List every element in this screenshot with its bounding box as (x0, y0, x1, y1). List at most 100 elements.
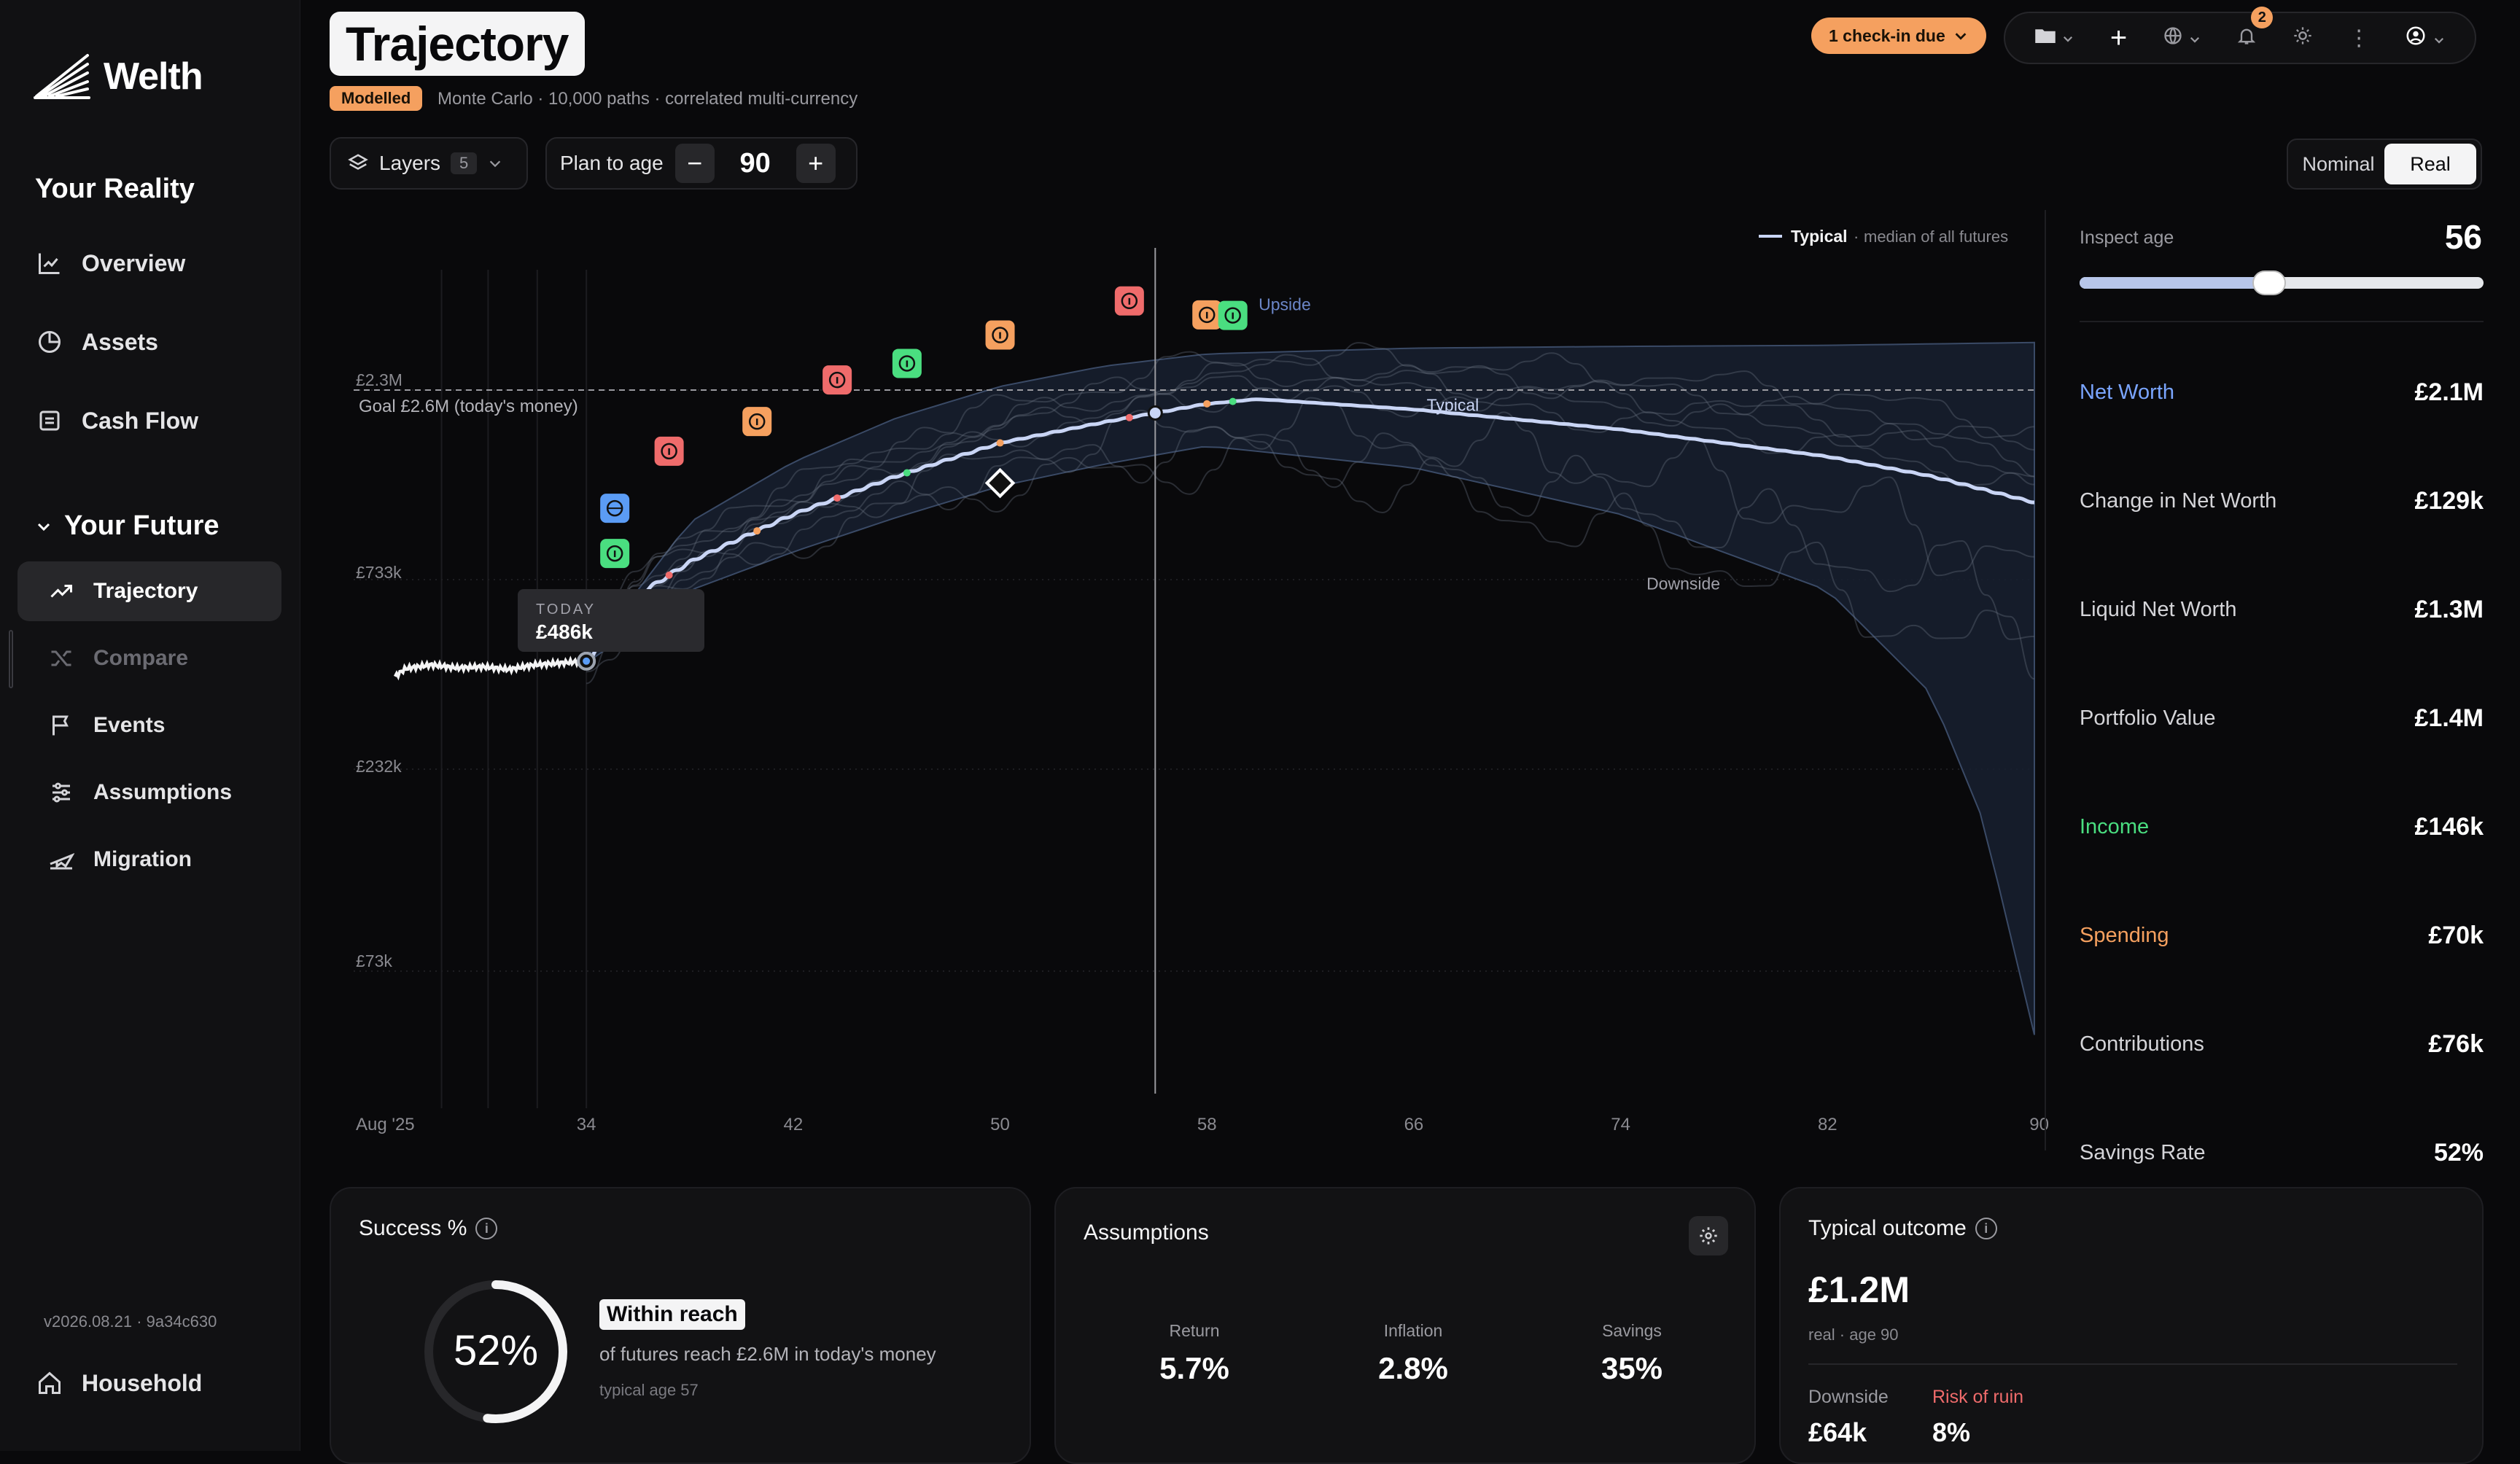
event-dot (903, 469, 911, 477)
event-globe-marker[interactable] (600, 494, 630, 523)
slider-thumb[interactable] (2252, 270, 2287, 295)
event-dot (996, 439, 1004, 447)
downside-label: Downside (1646, 575, 1720, 593)
outcome-title-row: Typical outcome i (1808, 1216, 1997, 1241)
event-marker[interactable] (1218, 300, 1248, 330)
plan-to-age-stepper[interactable]: Plan to age − 90 + (545, 137, 858, 190)
metric-value: £146k (2414, 812, 2484, 841)
increment-button[interactable]: + (796, 144, 836, 183)
y-tick-label: £2.3M (356, 370, 402, 389)
sidebar-item-assumptions[interactable]: Assumptions (18, 763, 281, 822)
more-options-icon[interactable]: ⋮ (2348, 26, 2371, 50)
sidebar-item-household[interactable]: Household (18, 1353, 281, 1413)
stat-return: Return 5.7% (1129, 1321, 1260, 1386)
collapse-handle[interactable] (9, 630, 13, 688)
outcome-title: Typical outcome (1808, 1216, 1967, 1240)
sidebar-item-label: Cash Flow (82, 407, 199, 434)
event-marker[interactable] (1114, 286, 1144, 316)
layers-icon (348, 154, 368, 170)
metric-label: Savings Rate (2080, 1140, 2206, 1164)
sliders-icon (52, 782, 70, 803)
event-marker[interactable] (822, 365, 852, 395)
outcome-value: £1.2M (1808, 1269, 1910, 1310)
notifications-button[interactable]: 2 (2236, 6, 2274, 51)
trajectory-chart[interactable]: Goal £2.6M (today's money) Upside Typical… (321, 204, 2049, 1152)
typical-line (586, 397, 2035, 663)
layers-count: 5 (451, 152, 478, 174)
divider (1808, 1363, 2457, 1365)
inspect-age-slider[interactable] (2080, 270, 2484, 295)
x-tick-label: 50 (990, 1115, 1010, 1134)
sidebar-item-events[interactable]: Events (18, 696, 281, 755)
user-circle-icon (2406, 26, 2425, 44)
sidebar-item-overview[interactable]: Overview (18, 233, 281, 293)
modelled-badge: Modelled (330, 86, 423, 111)
goal-line: Goal £2.6M (today's money) (354, 389, 2034, 416)
inspect-age-value: 56 (2444, 218, 2482, 256)
sidebar-item-cash-flow[interactable]: Cash Flow (18, 391, 281, 451)
event-marker[interactable] (600, 539, 630, 569)
assumptions-card: Assumptions Return 5.7% Inflation 2.8% S… (1054, 1187, 1756, 1464)
divider (2080, 321, 2484, 322)
decrement-button[interactable]: − (674, 144, 715, 183)
sidebar-item-compare[interactable]: Compare (18, 628, 281, 688)
layers-dropdown[interactable]: Layers 5 (330, 137, 528, 190)
sidebar-item-label: Overview (82, 249, 186, 276)
checkin-button[interactable]: 1 check-in due (1811, 17, 1986, 54)
sidebar-item-migration[interactable]: Migration (18, 830, 281, 889)
toggle-real[interactable]: Real (2384, 144, 2476, 184)
toggle-nominal[interactable]: Nominal (2302, 153, 2375, 175)
sample-path (586, 342, 2035, 642)
event-marker[interactable] (985, 320, 1015, 350)
currency-menu[interactable] (2163, 26, 2201, 51)
flag-icon (52, 715, 69, 736)
typical-label: Typical (1427, 395, 1479, 414)
add-icon[interactable]: + (2109, 21, 2128, 54)
metric-label: Liquid Net Worth (2080, 597, 2237, 621)
sidebar-item-label: Trajectory (93, 579, 198, 603)
sidebar-item-trajectory[interactable]: Trajectory (18, 561, 281, 621)
success-card: Success % i 52% Within reach of futures … (330, 1187, 1031, 1464)
metric-row: Income £146k (2080, 805, 2484, 849)
today-label: TODAY (536, 601, 596, 618)
sun-icon[interactable] (2292, 26, 2313, 51)
section-your-future[interactable]: Your Future (35, 510, 219, 542)
account-menu[interactable] (2405, 25, 2445, 52)
success-title: Success % (359, 1216, 467, 1240)
event-marker[interactable] (892, 349, 922, 378)
event-marker[interactable] (1192, 300, 1222, 330)
version-label: v2026.08.21 · 9a34c630 (44, 1312, 217, 1331)
checkin-label: 1 check-in due (1829, 26, 1945, 45)
chevron-down-icon (2190, 36, 2199, 43)
event-dot (1125, 413, 1133, 421)
stat-label: Return (1169, 1321, 1220, 1340)
chevron-down-icon (490, 160, 501, 168)
top-toolbar: + 2 ⋮ (2004, 6, 2476, 64)
stat-label: Inflation (1383, 1321, 1443, 1340)
success-gauge: 52% (424, 1280, 567, 1423)
uncertainty-band-area (586, 341, 2035, 1035)
plan-age-value[interactable]: 90 (739, 147, 771, 179)
event-marker[interactable] (742, 407, 772, 437)
assumptions-settings-button[interactable] (1689, 1216, 1728, 1255)
within-reach-badge: Within reach (599, 1299, 745, 1330)
success-title-row: Success % i (359, 1216, 498, 1241)
axis-labels: £2.3M £733k £232k £73k Aug '25 34 42 50 58 66 74 82… (356, 370, 2049, 1134)
goal-label: Goal £2.6M (today's money) (359, 397, 578, 416)
sidebar-item-label: Assumptions (93, 780, 233, 804)
event-marker[interactable] (654, 436, 684, 466)
assumptions-title: Assumptions (1084, 1220, 1209, 1245)
folder-menu[interactable] (2034, 26, 2074, 50)
info-icon[interactable]: i (475, 1218, 498, 1239)
app-logo[interactable]: Welth (34, 51, 203, 102)
notification-count: 2 (2251, 6, 2274, 28)
sidebar-item-assets[interactable]: Assets (18, 312, 281, 372)
downside-label: Downside (1808, 1387, 1889, 1407)
ruin-label: Risk of ruin (1932, 1387, 2024, 1407)
metric-row: Liquid Net Worth £1.3M (2080, 588, 2484, 631)
section-label: Your Future (64, 510, 219, 541)
info-icon[interactable]: i (1975, 1218, 1997, 1239)
info-icon (898, 355, 916, 372)
stat-value: 2.8% (1378, 1351, 1448, 1385)
metric-value: £2.1M (2414, 378, 2484, 406)
